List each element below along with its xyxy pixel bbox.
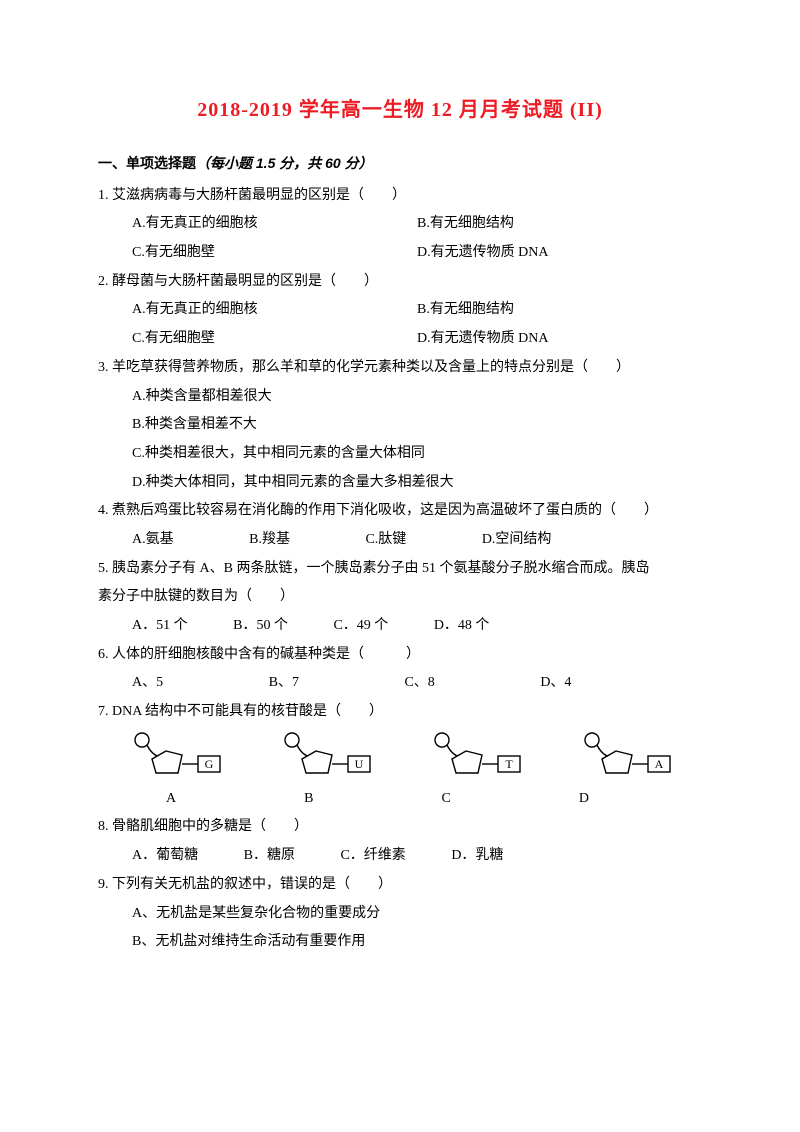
option-d: D.有无遗传物质 DNA — [417, 325, 702, 354]
question-6: 6. 人体的肝细胞核酸中含有的碱基种类是（ ） A、5 B、7 C、8 D、4 — [98, 641, 702, 698]
question-options: A.有无真正的细胞核 B.有无细胞结构 C.有无细胞壁 D.有无遗传物质 DNA — [98, 296, 702, 353]
option-b: B.种类含量相差不大 — [132, 411, 702, 440]
base-label: U — [355, 757, 364, 771]
question-stem: 9. 下列有关无机盐的叙述中，错误的是（ ） — [98, 871, 702, 900]
nucleotide-diagram-c: T — [428, 731, 538, 783]
option-b: B.羧基 — [249, 526, 290, 555]
option-d: D.有无遗传物质 DNA — [417, 239, 702, 268]
option-a: A、无机盐是某些复杂化合物的重要成分 — [132, 900, 702, 929]
option-c: C．49 个 — [333, 612, 388, 641]
option-a: A.有无真正的细胞核 — [132, 296, 417, 325]
option-c: C.肽键 — [365, 526, 406, 555]
option-b: B．糖原 — [244, 842, 295, 871]
option-d: D．乳糖 — [451, 842, 503, 871]
nucleotide-diagram-d: A — [578, 731, 688, 783]
question-2: 2. 酵母菌与大肠杆菌最明显的区别是（ ） A.有无真正的细胞核 B.有无细胞结… — [98, 268, 702, 354]
option-c: C.有无细胞壁 — [132, 239, 417, 268]
section-heading-text: 一、单项选择题 — [98, 155, 196, 171]
question-1: 1. 艾滋病病毒与大肠杆菌最明显的区别是（ ） A.有无真正的细胞核 B.有无细… — [98, 182, 702, 268]
option-a: A．葡萄糖 — [132, 842, 198, 871]
option-label-b: B — [304, 785, 313, 814]
question-options: A.氨基 B.羧基 C.肽键 D.空间结构 — [98, 526, 702, 555]
option-c: C、8 — [404, 669, 434, 698]
question-stem: 6. 人体的肝细胞核酸中含有的碱基种类是（ ） — [98, 641, 702, 670]
question-3: 3. 羊吃草获得营养物质，那么羊和草的化学元素种类以及含量上的特点分别是（ ） … — [98, 354, 702, 497]
section-heading: 一、单项选择题（每小题 1.5 分，共 60 分） — [98, 149, 702, 178]
question-8: 8. 骨骼肌细胞中的多糖是（ ） A．葡萄糖 B．糖原 C．纤维素 D．乳糖 — [98, 813, 702, 870]
option-label-a: A — [166, 785, 176, 814]
question-options: A、无机盐是某些复杂化合物的重要成分 B、无机盐对维持生命活动有重要作用 — [98, 900, 702, 957]
question-stem: 4. 煮熟后鸡蛋比较容易在消化酶的作用下消化吸收，这是因为高温破坏了蛋白质的（ … — [98, 497, 702, 526]
question-stem: 7. DNA 结构中不可能具有的核苷酸是（ ） — [98, 698, 702, 727]
question-options: A．51 个 B．50 个 C．49 个 D．48 个 — [98, 612, 702, 641]
option-b: B.有无细胞结构 — [417, 210, 702, 239]
option-a: A.氨基 — [132, 526, 174, 555]
section-heading-note: （每小题 1.5 分，共 60 分） — [196, 155, 373, 171]
option-c: C．纤维素 — [340, 842, 405, 871]
option-b: B.有无细胞结构 — [417, 296, 702, 325]
option-b: B．50 个 — [233, 612, 288, 641]
base-label: A — [655, 757, 664, 771]
base-label: G — [205, 757, 214, 771]
question-options: A、5 B、7 C、8 D、4 — [98, 669, 702, 698]
option-label-c: C — [441, 785, 450, 814]
nucleotide-diagrams: G U T — [98, 731, 702, 783]
nucleotide-diagram-a: G — [128, 731, 238, 783]
option-d: D．48 个 — [434, 612, 490, 641]
question-options: A．葡萄糖 B．糖原 C．纤维素 D．乳糖 — [98, 842, 702, 871]
option-d: D.空间结构 — [482, 526, 552, 555]
option-a: A.种类含量都相差很大 — [132, 383, 702, 412]
page-title: 2018-2019 学年高一生物 12 月月考试题 (II) — [98, 90, 702, 131]
nucleotide-diagram-b: U — [278, 731, 388, 783]
exam-page: 2018-2019 学年高一生物 12 月月考试题 (II) 一、单项选择题（每… — [0, 0, 800, 997]
option-b: B、无机盐对维持生命活动有重要作用 — [132, 928, 702, 957]
question-4: 4. 煮熟后鸡蛋比较容易在消化酶的作用下消化吸收，这是因为高温破坏了蛋白质的（ … — [98, 497, 702, 554]
option-c: C.有无细胞壁 — [132, 325, 417, 354]
question-stem: 1. 艾滋病病毒与大肠杆菌最明显的区别是（ ） — [98, 182, 702, 211]
question-options: A.种类含量都相差很大 B.种类含量相差不大 C.种类相差很大，其中相同元素的含… — [98, 383, 702, 498]
option-b: B、7 — [269, 669, 299, 698]
question-stem-cont: 素分子中肽键的数目为（ ） — [98, 583, 702, 612]
question-options: A.有无真正的细胞核 B.有无细胞结构 C.有无细胞壁 D.有无遗传物质 DNA — [98, 210, 702, 267]
question-9: 9. 下列有关无机盐的叙述中，错误的是（ ） A、无机盐是某些复杂化合物的重要成… — [98, 871, 702, 957]
base-label: T — [505, 757, 513, 771]
option-a: A.有无真正的细胞核 — [132, 210, 417, 239]
option-d: D.种类大体相同，其中相同元素的含量大多相差很大 — [132, 469, 702, 498]
question-stem: 2. 酵母菌与大肠杆菌最明显的区别是（ ） — [98, 268, 702, 297]
question-7: 7. DNA 结构中不可能具有的核苷酸是（ ） G — [98, 698, 702, 813]
nucleotide-labels: A B C D — [98, 785, 702, 814]
option-c: C.种类相差很大，其中相同元素的含量大体相同 — [132, 440, 702, 469]
question-stem: 3. 羊吃草获得营养物质，那么羊和草的化学元素种类以及含量上的特点分别是（ ） — [98, 354, 702, 383]
option-a: A．51 个 — [132, 612, 188, 641]
option-a: A、5 — [132, 669, 163, 698]
question-5: 5. 胰岛素分子有 A、B 两条肽链，一个胰岛素分子由 51 个氨基酸分子脱水缩… — [98, 555, 702, 641]
option-d: D、4 — [540, 669, 571, 698]
option-label-d: D — [579, 785, 589, 814]
question-stem: 5. 胰岛素分子有 A、B 两条肽链，一个胰岛素分子由 51 个氨基酸分子脱水缩… — [98, 555, 702, 584]
question-stem: 8. 骨骼肌细胞中的多糖是（ ） — [98, 813, 702, 842]
